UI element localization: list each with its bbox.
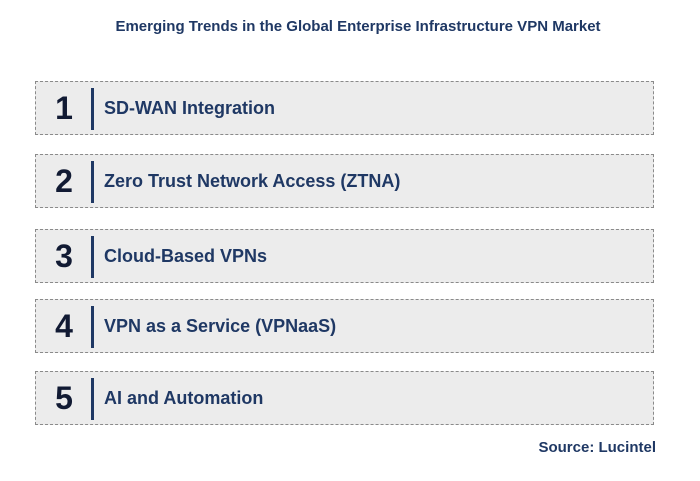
trend-divider (91, 161, 94, 203)
trend-item-2: 2 Zero Trust Network Access (ZTNA) (35, 154, 654, 208)
trend-item-1: 1 SD-WAN Integration (35, 81, 654, 135)
trend-item-3: 3 Cloud-Based VPNs (35, 229, 654, 283)
trend-label: Cloud-Based VPNs (104, 245, 268, 266)
trend-divider (91, 236, 94, 278)
trend-number: 4 (55, 307, 73, 344)
trend-item-5: 5 AI and Automation (35, 371, 654, 425)
trend-label: VPN as a Service (VPNaaS) (104, 315, 337, 336)
trend-label: SD-WAN Integration (104, 97, 275, 118)
trend-divider (91, 88, 94, 130)
trend-label: Zero Trust Network Access (ZTNA) (104, 170, 401, 191)
source-credit: Source: Lucintel (538, 439, 656, 456)
trend-label: AI and Automation (104, 387, 264, 408)
trend-divider (91, 306, 94, 348)
trend-number: 1 (55, 89, 73, 126)
trend-divider (91, 378, 94, 420)
trend-item-4: 4 VPN as a Service (VPNaaS) (35, 299, 654, 353)
trend-number: 2 (55, 162, 73, 199)
trend-number: 5 (55, 379, 73, 416)
trend-number: 3 (55, 237, 73, 274)
diagram-title: Emerging Trends in the Global Enterprise… (115, 18, 601, 35)
